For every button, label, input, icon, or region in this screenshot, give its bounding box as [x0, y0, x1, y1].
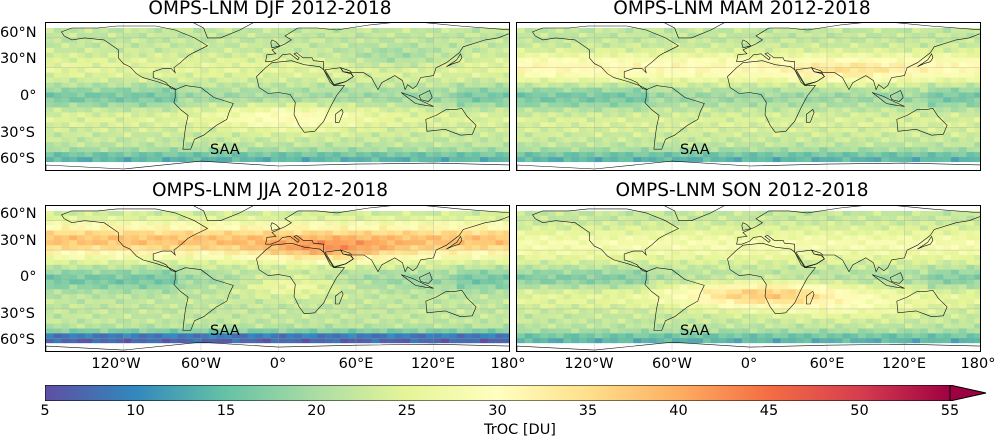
- colorbar-tick-label: 55: [940, 403, 960, 419]
- colorbar-tick-label: 15: [216, 403, 236, 419]
- colorbar-tick-label: 5: [40, 403, 50, 419]
- lat-label-30n-top: 30°N: [0, 51, 37, 67]
- saa-annotation-son: SAA: [680, 323, 710, 339]
- lat-label-30n-bottom: 30°N: [0, 233, 37, 249]
- lon-label-0-right: 0°: [740, 356, 758, 372]
- map-panel-mam: [516, 22, 981, 171]
- troc-map-son: [517, 206, 980, 351]
- lon-label-0-left: 0°: [269, 356, 287, 372]
- saa-annotation-jja: SAA: [210, 323, 240, 339]
- panel-title-mam: OMPS-LNM MAM 2012-2018: [613, 0, 871, 19]
- coastlines: [46, 23, 509, 170]
- panel-title-djf: OMPS-LNM DJF 2012-2018: [148, 0, 392, 19]
- colorbar-extend-arrow: [949, 385, 987, 401]
- troc-field: [517, 23, 980, 170]
- lat-label-0-bottom: 0°: [20, 269, 37, 285]
- colorbar-tick-label: 10: [126, 403, 145, 419]
- lat-label-60n-bottom: 60°N: [0, 206, 37, 222]
- graticule: [46, 23, 509, 170]
- map-panel-jja: [45, 205, 510, 352]
- graticule: [517, 23, 980, 170]
- lon-label-120w-right: 120°W: [564, 356, 614, 372]
- saa-annotation-mam: SAA: [680, 142, 710, 158]
- colorbar-tick-label: 35: [578, 403, 598, 419]
- troc-field: [517, 206, 980, 351]
- troc-map-djf: [46, 23, 509, 170]
- lat-label-60n-top: 60°N: [0, 25, 37, 41]
- map-panel-djf: [45, 22, 510, 171]
- graticule: [517, 206, 980, 351]
- coastlines: [517, 206, 980, 351]
- colorbar-label: TrOC [DU]: [484, 422, 556, 438]
- lon-label-120e-right: 120°E: [881, 356, 927, 372]
- lat-label-30s-bottom: 30°S: [0, 306, 35, 322]
- lon-label-60e-left: 60°E: [338, 356, 374, 372]
- troc-map-jja: [46, 206, 509, 351]
- lon-label-180-left: 180°: [490, 356, 526, 372]
- colorbar-tick-label: 20: [307, 403, 326, 419]
- panel-title-jja: OMPS-LNM JJA 2012-2018: [151, 180, 389, 201]
- colorbar: [45, 385, 987, 401]
- graticule: [46, 206, 509, 351]
- saa-annotation-djf: SAA: [210, 142, 240, 158]
- map-panel-son: [516, 205, 981, 352]
- colorbar-tick-label: 40: [669, 403, 688, 419]
- panel-title-son: OMPS-LNM SON 2012-2018: [615, 180, 869, 201]
- lon-label-60e-right: 60°E: [809, 356, 845, 372]
- coastlines: [517, 23, 980, 170]
- colorbar-tick-label: 50: [850, 403, 869, 419]
- lon-label-60w-right: 60°W: [651, 356, 693, 372]
- lat-label-0-top: 0°: [20, 88, 37, 104]
- colorbar-tick-label: 30: [488, 403, 507, 419]
- troc-map-mam: [517, 23, 980, 170]
- colorbar-tick-label: 25: [397, 403, 417, 419]
- lon-label-120e-left: 120°E: [410, 356, 456, 372]
- lon-label-180-right: 180°: [960, 356, 996, 372]
- colorbar-tick-label: 45: [759, 403, 779, 419]
- lon-label-60w-left: 60°W: [180, 356, 222, 372]
- troc-field: [46, 206, 509, 351]
- troc-field: [46, 23, 509, 170]
- coastlines: [46, 206, 509, 351]
- lat-label-60s-bottom: 60°S: [0, 332, 35, 348]
- lat-label-60s-top: 60°S: [0, 151, 35, 167]
- lon-label-120w-left: 120°W: [91, 356, 141, 372]
- colorbar-gradient: [45, 385, 951, 401]
- lat-label-30s-top: 30°S: [0, 125, 35, 141]
